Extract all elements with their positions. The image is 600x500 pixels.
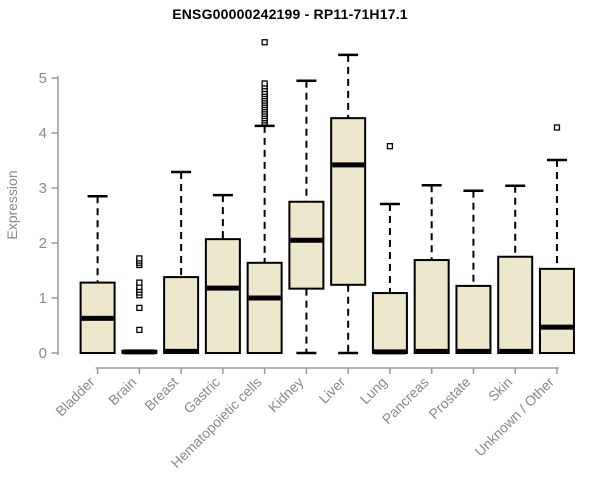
x-tick-label-bladder: Bladder xyxy=(52,374,98,420)
median-liver xyxy=(332,162,365,168)
outlier-point-brain xyxy=(136,304,143,312)
median-prostate xyxy=(457,348,490,354)
x-tick-label-prostate: Prostate xyxy=(425,374,473,422)
y-tick-label: 3 xyxy=(39,180,47,197)
median-brain xyxy=(123,349,156,355)
median-unknown-other xyxy=(540,324,573,330)
outlier-point-hematopoietic-cells xyxy=(261,80,268,87)
median-bladder xyxy=(81,315,114,321)
box-skin xyxy=(497,255,534,354)
median-lung xyxy=(373,349,406,355)
box-gastric xyxy=(204,238,241,354)
median-gastric xyxy=(206,285,239,291)
box-breast xyxy=(163,276,200,355)
x-tick-label-breast: Breast xyxy=(141,374,181,414)
chart-title: ENSG00000242199 - RP11-71H17.1 xyxy=(172,6,408,22)
median-pancreas xyxy=(415,348,448,354)
y-tick-label: 2 xyxy=(39,235,47,252)
median-breast xyxy=(165,348,198,354)
y-tick-label: 0 xyxy=(39,345,47,362)
median-skin xyxy=(499,348,532,354)
y-tick-label: 5 xyxy=(39,70,47,87)
box-kidney xyxy=(288,200,325,290)
outlier-point-brain xyxy=(136,255,143,262)
box-lung xyxy=(371,292,408,354)
box-hematopoietic-cells xyxy=(246,261,283,354)
x-tick-label-kidney: Kidney xyxy=(265,374,307,416)
outlier-point-unknown-other xyxy=(553,124,561,131)
median-kidney xyxy=(290,237,323,243)
outlier-point-brain xyxy=(136,326,143,334)
x-tick-label-unknown-other: Unknown / Other xyxy=(471,374,557,460)
x-tick-label-lung: Lung xyxy=(357,374,390,407)
median-hematopoietic-cells xyxy=(248,295,281,301)
outlier-point-lung xyxy=(386,143,394,150)
box-pancreas xyxy=(413,259,450,354)
outlier-point-hematopoietic-cells xyxy=(261,39,268,46)
box-unknown-other xyxy=(538,267,575,355)
x-tick-label-brain: Brain xyxy=(105,374,139,408)
x-tick-label-skin: Skin xyxy=(485,374,516,405)
y-tick-label: 1 xyxy=(39,290,47,307)
x-tick-label-liver: Liver xyxy=(316,374,349,407)
box-liver xyxy=(330,117,367,286)
outlier-point-brain xyxy=(136,279,143,286)
y-tick-label: 4 xyxy=(39,125,47,142)
box-prostate xyxy=(455,284,492,354)
